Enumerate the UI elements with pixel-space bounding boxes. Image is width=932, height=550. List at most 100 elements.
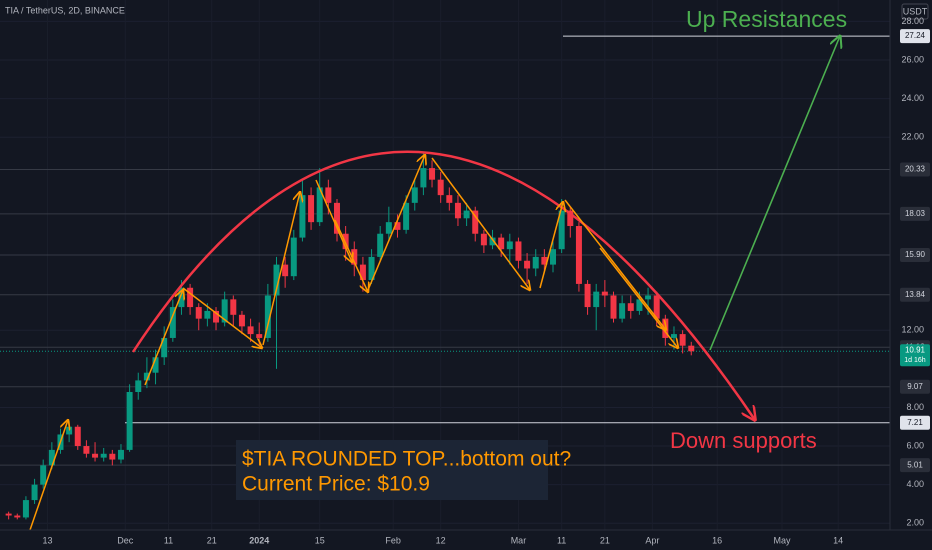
- candle-body: [221, 299, 228, 323]
- candle-body: [299, 195, 306, 238]
- x-tick-label: 13: [43, 535, 53, 545]
- x-tick-label: Dec: [117, 535, 134, 545]
- candle-body: [601, 291, 608, 296]
- last-price-box: [900, 344, 930, 367]
- candle-body: [385, 222, 392, 234]
- last-price-label: 10.91: [905, 345, 926, 354]
- y-tick-label: 26.00: [901, 54, 924, 64]
- x-tick-label: 21: [600, 535, 610, 545]
- level-label: 27.24: [905, 31, 926, 40]
- candle-body: [584, 283, 591, 308]
- x-tick-label: 12: [436, 535, 446, 545]
- candle-body: [22, 500, 29, 518]
- candle-body: [187, 287, 194, 308]
- candle-body: [247, 326, 254, 335]
- candle-body: [273, 264, 280, 296]
- candle-body: [195, 307, 202, 319]
- level-label: 5.01: [907, 460, 923, 469]
- x-tick-label: Mar: [511, 535, 527, 545]
- candle-body: [515, 241, 522, 261]
- x-tick-label: Feb: [385, 535, 401, 545]
- currency-button[interactable]: [901, 3, 929, 20]
- candle-body: [117, 449, 124, 460]
- candle-body: [420, 168, 427, 188]
- y-tick-label: 4.00: [906, 479, 924, 489]
- y-tick-label: 8.00: [906, 402, 924, 412]
- candle-body: [645, 295, 652, 300]
- candle-body: [152, 357, 159, 373]
- level-label: 7.21: [907, 418, 923, 427]
- candle-body: [679, 334, 686, 346]
- chart-title: TIA / TetherUS, 2D, BINANCE: [5, 5, 125, 15]
- y-tick-label: 2.00: [906, 518, 924, 528]
- candle-body: [610, 295, 617, 319]
- candle-body: [627, 303, 634, 311]
- candle-body: [109, 453, 116, 460]
- candle-body: [653, 295, 660, 319]
- x-tick-label: 16: [712, 535, 722, 545]
- candle-body: [143, 372, 150, 381]
- levels: [0, 35, 890, 466]
- candle-body: [480, 233, 487, 246]
- candle-body: [333, 202, 340, 234]
- level-label: 13.84: [905, 290, 926, 299]
- candle-body: [429, 168, 436, 180]
- candle-body: [238, 314, 245, 327]
- level-label: 9.07: [907, 382, 923, 391]
- swing-arrows: [29, 155, 678, 531]
- candle-body: [230, 299, 237, 315]
- candle-body: [489, 237, 496, 246]
- candle-body: [351, 249, 358, 265]
- level-label-box: [900, 379, 930, 394]
- note-box: [236, 440, 548, 500]
- candle-body: [204, 310, 211, 319]
- level-label-box: [900, 162, 930, 177]
- level-label-box: [900, 415, 930, 430]
- candle-body: [636, 299, 643, 311]
- x-tick-label: 21: [207, 535, 217, 545]
- candle-body: [5, 513, 12, 516]
- candle-body: [506, 241, 513, 250]
- x-tick-label: Apr: [645, 535, 659, 545]
- candle-body: [48, 449, 55, 466]
- candle-body: [169, 307, 176, 338]
- candle-body: [463, 210, 470, 219]
- candle-body: [532, 256, 539, 269]
- candle-body: [135, 380, 142, 392]
- candle-body: [541, 256, 548, 265]
- candle-body: [359, 264, 366, 281]
- up-arrow: [709, 36, 840, 351]
- level-label-box: [900, 287, 930, 302]
- y-tick-label: 22.00: [901, 132, 924, 142]
- note-line: $TIA ROUNDED TOP...bottom out?: [242, 448, 571, 471]
- level-label: 18.03: [905, 209, 926, 218]
- candle-body: [403, 202, 410, 230]
- candle-body: [411, 187, 418, 203]
- candle-body: [316, 187, 323, 223]
- candle-body: [83, 446, 90, 454]
- candle-body: [161, 337, 168, 358]
- countdown: 1d 16h: [904, 357, 926, 364]
- note-line: Current Price: $10.9: [242, 473, 430, 496]
- y-tick-label: 28.00: [901, 16, 924, 26]
- x-tick-label: May: [773, 535, 791, 545]
- candle-body: [31, 484, 38, 501]
- candle-body: [498, 237, 505, 250]
- candle-body: [325, 187, 332, 203]
- level-label: 20.33: [905, 165, 926, 174]
- currency[interactable]: USDT: [903, 6, 928, 16]
- rounded-top-arc: [131, 150, 755, 420]
- candle-body: [256, 334, 263, 338]
- candle-body: [308, 195, 315, 223]
- candle-body: [472, 210, 479, 234]
- x-tick-label: 11: [557, 535, 566, 545]
- level-label-box: [900, 458, 930, 473]
- candle-body: [446, 195, 453, 203]
- y-tick-label: 24.00: [901, 93, 924, 103]
- candle-body: [368, 256, 375, 281]
- level-label-box: [900, 29, 930, 44]
- down-label: Down supports: [670, 428, 817, 453]
- candle-body: [377, 233, 384, 257]
- level-label: 15.90: [905, 250, 926, 259]
